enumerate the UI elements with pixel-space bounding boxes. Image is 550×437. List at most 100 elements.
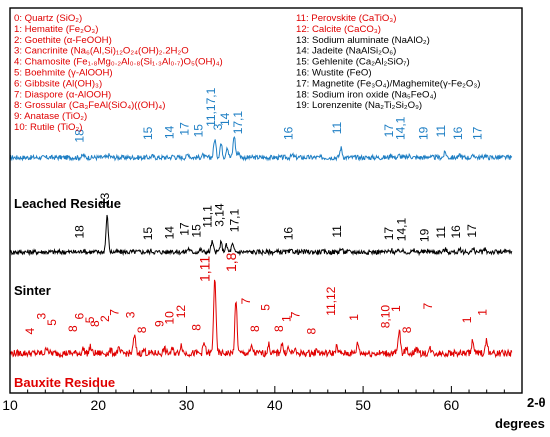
peak-label-2-1: 3 bbox=[34, 313, 48, 320]
peak-label-2-18: 8 bbox=[248, 325, 262, 332]
peak-label-2-17: 7 bbox=[239, 298, 253, 305]
legend-right-entry: 16: Wustite (FeO) bbox=[296, 68, 372, 79]
peak-label-2-15: 1,11 bbox=[197, 256, 213, 282]
peak-label-1-1: 13 bbox=[98, 192, 112, 206]
peak-label-1-16: 17 bbox=[465, 224, 479, 238]
peak-label-0-12: 14,1 bbox=[394, 116, 408, 140]
peak-label-2-0: 4 bbox=[23, 328, 37, 335]
peak-label-1-11: 17 bbox=[382, 227, 396, 241]
peak-label-1-2: 15 bbox=[141, 227, 155, 241]
x-axis: 10 20 30 40 50 60 bbox=[2, 386, 523, 413]
peak-label-2-28: 8 bbox=[400, 326, 414, 333]
spectrum-line-2 bbox=[9, 279, 513, 359]
peak-label-1-5: 15 bbox=[190, 224, 204, 238]
peak-label-2-27: 1 bbox=[389, 305, 403, 312]
peak-label-2-25: 1 bbox=[347, 314, 361, 321]
peak-label-1-0: 18 bbox=[72, 225, 86, 239]
x-tick-label: 60 bbox=[444, 397, 460, 413]
legend-left-entry: 5: Boehmite (γ-AlOOH) bbox=[14, 68, 113, 79]
peak-label-1-9: 16 bbox=[282, 227, 296, 241]
peak-label-2-10: 8 bbox=[135, 326, 149, 333]
legend-left-entry: 1: Hematite (Fe₂O₃) bbox=[14, 24, 98, 35]
peak-label-0-6: 3 bbox=[211, 123, 225, 130]
peak-label-2-6: 8 bbox=[88, 320, 102, 327]
peak-label-2-31: 1 bbox=[476, 309, 490, 316]
peak-label-0-10: 11 bbox=[330, 122, 344, 135]
peak-label-2-30: 1 bbox=[460, 316, 474, 323]
peak-label-1-14: 11 bbox=[434, 226, 448, 239]
plot-frame bbox=[9, 7, 523, 394]
peak-label-2-11: 9 bbox=[153, 320, 167, 327]
peak-label-0-14: 11 bbox=[434, 125, 448, 138]
peak-label-1-6: 11,1 bbox=[200, 205, 214, 228]
legend-right-entry: 18: Sodium iron oxide (Na₅FeO₄) bbox=[296, 89, 437, 100]
peak-label-1-10: 11 bbox=[330, 225, 344, 238]
peak-label-2-16: 1,8 bbox=[223, 252, 239, 272]
peak-label-0-1: 15 bbox=[141, 126, 155, 140]
peak-label-0-16: 17 bbox=[470, 126, 484, 140]
peak-label-0-2: 14 bbox=[162, 125, 176, 139]
peak-label-1-13: 19 bbox=[417, 228, 431, 242]
peak-label-2-13: 12 bbox=[174, 305, 188, 319]
x-axis-unit-label: 2-θ bbox=[527, 395, 546, 410]
panel-label-bauxite: Bauxite Residue bbox=[14, 375, 115, 390]
panel-label-leached-line1: Leached Residue bbox=[14, 196, 121, 211]
peak-label-0-7: 14 bbox=[218, 112, 232, 126]
legend-right-entry: 15: Gehlenite (Ca₂Al₂SiO₇) bbox=[296, 57, 410, 68]
peak-label-2-7: 2 bbox=[98, 315, 112, 322]
x-tick-label: 30 bbox=[179, 397, 195, 413]
x-tick-label: 10 bbox=[2, 397, 18, 413]
legend-left-entry: 7: Diaspore (α-AlOOH) bbox=[14, 89, 111, 100]
peak-label-0-4: 15 bbox=[191, 124, 205, 138]
peak-label-2-24: 11,12 bbox=[324, 286, 338, 315]
legend-left-entry: 0: Quartz (SiO₂) bbox=[14, 13, 82, 24]
spectrum-line-0 bbox=[9, 135, 513, 162]
peak-label-2-23: 8 bbox=[304, 328, 318, 335]
spectrum-line-1 bbox=[9, 214, 513, 257]
peak-label-0-9: 16 bbox=[282, 126, 296, 140]
legend-left-entry: 2: Goethite (α-FeOOH) bbox=[14, 35, 112, 46]
peak-label-2-8: 7 bbox=[108, 309, 122, 316]
x-tick-label: 20 bbox=[90, 397, 106, 413]
peak-label-1-4: 17 bbox=[177, 222, 191, 236]
peak-label-0-3: 17 bbox=[177, 122, 191, 136]
spectra-group bbox=[9, 135, 513, 359]
peak-label-0-5: 11,17,1 bbox=[204, 87, 218, 126]
legend-left-entry: 8: Grossular (Ca₃FeAl(SiO₄)((OH)₄) bbox=[14, 100, 165, 111]
peak-label-2-9: 3 bbox=[124, 311, 138, 318]
peak-label-2-4: 6 bbox=[72, 313, 86, 320]
peak-label-1-7: 3,14 bbox=[213, 203, 227, 227]
peak-label-2-26: 8,10 bbox=[379, 305, 393, 329]
legend-right-entry: 11: Perovskite (CaTiO₃) bbox=[296, 13, 396, 24]
peak-label-2-19: 5 bbox=[259, 304, 273, 311]
x-axis-title: degrees bbox=[495, 416, 545, 431]
peak-label-2-2: 5 bbox=[45, 319, 59, 326]
peak-label-2-5: 5 bbox=[83, 316, 97, 323]
legend-right-entry: 12: Calcite (CaCO₃) bbox=[296, 24, 381, 35]
legend-right-entry: 13: Sodium aluminate (NaAlO₂) bbox=[296, 35, 430, 46]
peak-label-2-12: 10 bbox=[162, 311, 176, 325]
peak-label-1-15: 16 bbox=[449, 225, 463, 239]
peak-label-0-8: 17,1 bbox=[231, 111, 245, 135]
peak-label-2-20: 8 bbox=[272, 325, 286, 332]
legend-right-entry: 19: Lorenzenite (Na₂Ti₂Si₂O₉) bbox=[296, 100, 422, 111]
peak-label-1-3: 14 bbox=[162, 226, 176, 240]
legend-left-entry: 6: Gibbsite (Al(OH)₃) bbox=[14, 78, 102, 89]
peak-label-1-8: 17,1 bbox=[228, 209, 242, 233]
legend-left-entry: 3: Cancrinite (Na₆(Al,Si)₁₂O₂₄(OH)₂.2H₂O bbox=[14, 46, 189, 57]
peak-label-0-15: 16 bbox=[451, 126, 465, 140]
legend-left-entry: 9: Anatase (TiO₂) bbox=[14, 111, 87, 122]
peak-label-2-29: 7 bbox=[421, 303, 435, 310]
peak-label-0-0: 18 bbox=[72, 129, 86, 143]
peak-label-1-12: 14,1 bbox=[395, 218, 409, 242]
x-tick-label: 40 bbox=[267, 397, 283, 413]
x-tick-label: 50 bbox=[355, 397, 371, 413]
peak-label-0-11: 17 bbox=[382, 124, 396, 138]
peak-label-2-22: 7 bbox=[289, 311, 303, 318]
legend-left-entry: 10: Rutile (TiO₂) bbox=[14, 122, 82, 133]
legend: 0: Quartz (SiO₂)1: Hematite (Fe₂O₃)2: Go… bbox=[14, 13, 480, 133]
peak-label-0-13: 19 bbox=[417, 126, 431, 140]
